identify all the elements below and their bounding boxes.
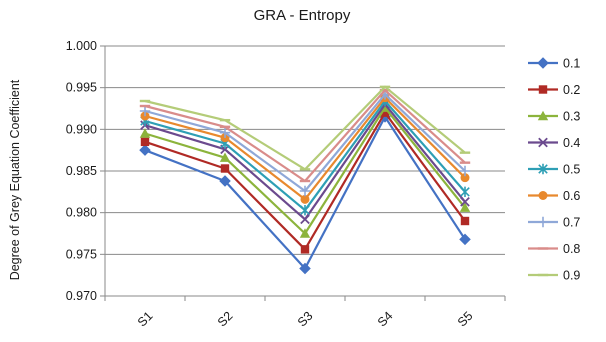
data-point	[219, 175, 231, 187]
legend-label: 0.5	[563, 163, 580, 177]
data-point	[460, 186, 470, 198]
legend-item-0.3: 0.3	[528, 110, 580, 124]
series-0.9	[139, 85, 471, 171]
x-tick-label: S2	[215, 309, 236, 330]
y-tick-label: 0.995	[66, 81, 97, 95]
y-tick-label: 1.000	[66, 39, 97, 53]
y-tick-label: 0.980	[66, 206, 97, 220]
data-point	[220, 164, 230, 173]
series-0.2	[140, 108, 470, 254]
legend-item-0.2: 0.2	[528, 83, 580, 97]
data-point	[299, 228, 311, 238]
data-point	[300, 245, 310, 254]
data-point	[380, 108, 390, 117]
legend-item-0.7: 0.7	[528, 216, 580, 230]
legend-item-0.4: 0.4	[528, 136, 580, 150]
series-0.7	[139, 89, 471, 197]
series-group	[139, 85, 471, 275]
x-axis-ticks: S1 S2 S3 S4 S5	[135, 309, 476, 330]
legend-label: 0.2	[563, 83, 580, 97]
data-point	[139, 128, 151, 138]
y-axis-label: Degree of Grey Equation Coefficient	[8, 79, 22, 280]
legend-marker	[537, 110, 549, 121]
x-tick-label: S5	[455, 309, 476, 330]
data-point	[460, 216, 470, 226]
y-tick-label: 0.985	[66, 164, 97, 178]
chart-title: GRA - Entropy	[254, 7, 351, 24]
legend-label: 0.6	[563, 189, 580, 203]
data-point	[459, 233, 471, 246]
data-point	[219, 152, 231, 162]
data-point	[139, 105, 151, 117]
data-point	[460, 196, 470, 207]
legend-label: 0.8	[563, 242, 580, 256]
x-tick-label: S4	[375, 309, 396, 330]
x-tick-label: S1	[135, 309, 156, 330]
data-point	[460, 173, 470, 183]
legend-item-0.8: 0.8	[528, 242, 580, 256]
legend-item-0.9: 0.9	[528, 269, 580, 283]
data-point	[299, 185, 311, 197]
data-point	[139, 144, 151, 156]
legend-label: 0.4	[563, 136, 580, 150]
data-point	[300, 194, 310, 204]
data-point	[459, 165, 471, 177]
legend-marker	[537, 57, 549, 69]
legend-item-0.1: 0.1	[528, 57, 580, 71]
legend-label: 0.9	[563, 269, 580, 283]
data-point	[140, 137, 150, 147]
legend-label: 0.3	[563, 110, 580, 124]
y-tick-label: 0.970	[66, 289, 97, 303]
legend-item-0.5: 0.5	[528, 163, 580, 177]
series-0.3	[139, 102, 471, 238]
data-point	[300, 204, 310, 216]
data-point	[299, 262, 311, 275]
y-axis-ticks: 0.970 0.975 0.980 0.985 0.990 0.995 1.000	[66, 39, 105, 303]
legend-marker	[538, 191, 548, 200]
x-tick-label: S3	[295, 309, 316, 330]
data-point	[219, 127, 231, 138]
legend-marker	[538, 85, 548, 94]
legend-marker	[538, 163, 548, 175]
series-0.1	[139, 111, 471, 275]
data-point	[300, 214, 310, 225]
gridlines	[105, 45, 505, 255]
legend-label: 0.7	[563, 216, 580, 230]
axes	[104, 46, 506, 301]
legend-label: 0.1	[563, 57, 580, 71]
data-point	[459, 202, 471, 212]
legend-item-0.6: 0.6	[528, 189, 580, 203]
legend: 0.1 0.2 0.3 0.4 0.5 0.6 0.7 0.8 0.9	[528, 57, 580, 283]
y-tick-label: 0.990	[66, 122, 97, 136]
legend-marker	[538, 137, 548, 148]
y-tick-label: 0.975	[66, 247, 97, 261]
legend-marker	[537, 216, 549, 228]
